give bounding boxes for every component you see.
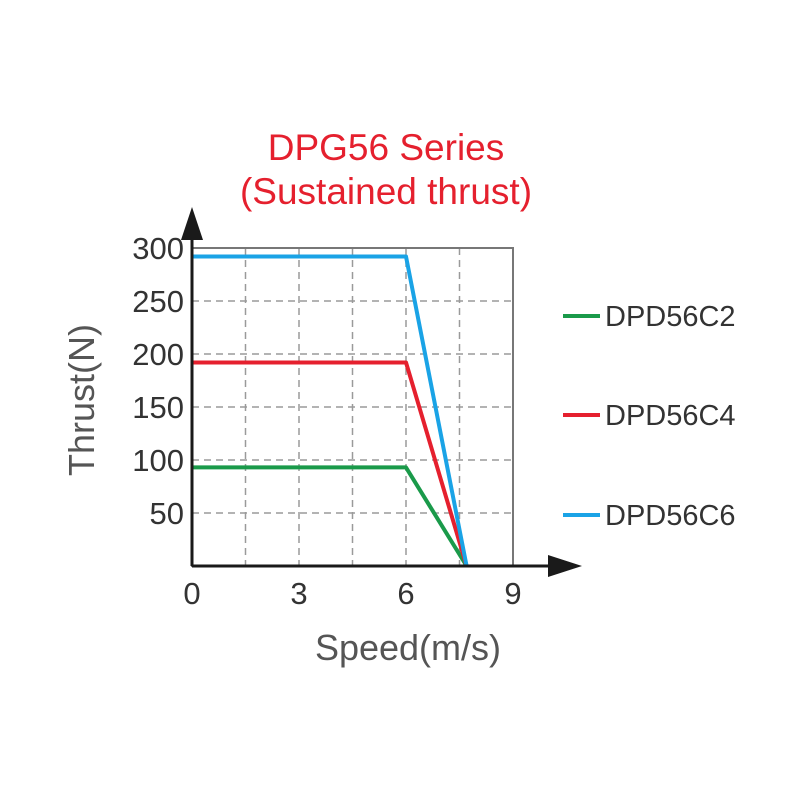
legend: DPD56C2 DPD56C4 DPD56C6 (563, 301, 736, 532)
series-line-dpd56c2 (192, 465, 469, 568)
series-line-dpd56c4 (192, 360, 469, 567)
y-tick-label: 100 (132, 443, 184, 478)
y-tick-label: 200 (132, 337, 184, 372)
grid-lines (192, 248, 513, 566)
x-axis-arrow (548, 555, 582, 577)
series-lines (192, 254, 469, 568)
y-tick-label: 150 (132, 390, 184, 425)
x-tick-label: 9 (504, 576, 521, 611)
y-axis-arrow (181, 207, 203, 240)
chart-title-line-1: DPG56 Series (268, 127, 505, 168)
y-tick-label: 300 (132, 231, 184, 266)
tick-labels: 0 3 6 9 50 100 150 200 250 300 (132, 231, 521, 611)
axes (181, 207, 582, 577)
x-tick-label: 0 (183, 576, 200, 611)
y-tick-label: 250 (132, 284, 184, 319)
y-tick-label: 50 (150, 496, 184, 531)
chart-title-line-2: (Sustained thrust) (240, 171, 532, 212)
legend-label-dpd56c6: DPD56C6 (605, 500, 736, 532)
x-tick-label: 3 (290, 576, 307, 611)
legend-label-dpd56c2: DPD56C2 (605, 301, 736, 333)
x-tick-label: 6 (397, 576, 414, 611)
x-axis-label: Speed(m/s) (315, 627, 501, 668)
legend-label-dpd56c4: DPD56C4 (605, 400, 736, 432)
series-line-dpd56c6 (192, 254, 469, 567)
y-axis-label: Thrust(N) (61, 324, 102, 476)
